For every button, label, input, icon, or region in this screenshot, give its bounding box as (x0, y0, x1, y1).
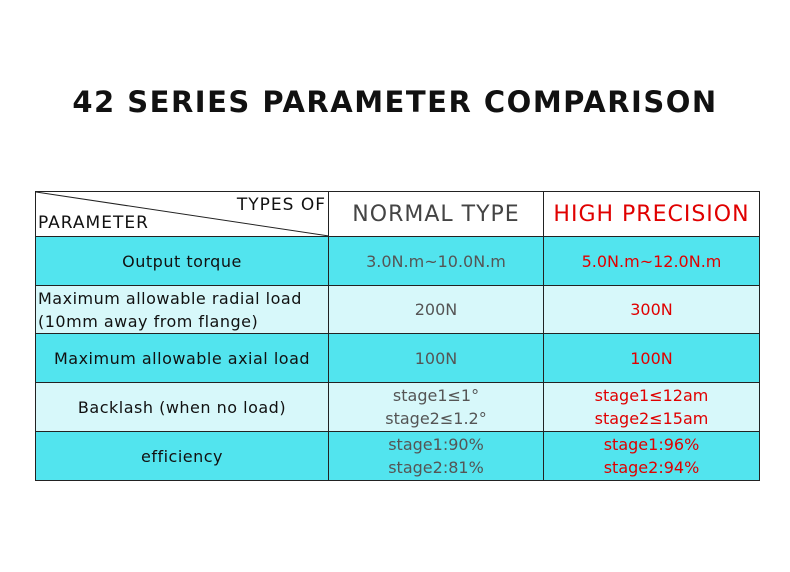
title: 42 SERIES PARAMETER COMPARISON (72, 85, 718, 119)
normal-text: 100N (414, 348, 458, 368)
table-row: Output torque 3.0N.m~10.0N.m 5.0N.m~12.0N.… (35, 236, 760, 286)
high-text: stage1≤12am (594, 386, 709, 405)
table-row: Backlash (when no load) stage1≤1° stage2≤1… (35, 382, 760, 432)
high-cell: 100N (543, 333, 760, 383)
parameter-text: Maximum allowable axial load (53, 348, 311, 368)
normal-cell: 3.0N.m~10.0N.m (328, 236, 544, 286)
parameter-text: efficiency (140, 446, 224, 466)
high-text: 300N (630, 300, 673, 319)
high-text: stage2:94% (603, 458, 700, 477)
parameter-text: Output torque (122, 251, 242, 271)
high-text: 5.0N.m~12.0N.m (581, 251, 722, 271)
table-row: Maximum allowable axial load 100N 100N (35, 333, 760, 383)
normal-cell: stage1≤1° stage2≤1.2° (328, 382, 544, 432)
normal-text: 200N (414, 300, 458, 319)
parameter-text: Maximum allowable radial load (38, 288, 302, 308)
high-cell: stage1≤12am stage2≤15am (543, 382, 760, 432)
normal-text: 3.0N.m~10.0N.m (366, 251, 506, 271)
high-text: stage2≤15am (594, 409, 709, 428)
column-header: NORMAL TYPE (328, 191, 544, 237)
parameter-cell: Maximum allowable axial load (35, 333, 329, 383)
diagonal (36, 192, 329, 236)
parameter-cell: Maximum allowable radial load (10mm away … (35, 285, 329, 334)
table-row: efficiency stage1:90% stage2:81% stage1:96%… (35, 431, 760, 481)
normal-cell: 200N (328, 285, 544, 334)
corner-cell: TYPES OF PARAMETER (35, 191, 329, 237)
corner-top: TYPES OF (236, 195, 326, 215)
high-cell: stage1:96% stage2:94% (543, 431, 760, 481)
high-cell: 300N (543, 285, 760, 334)
normal-text: stage1≤1° (392, 386, 480, 405)
parameter-cell: Backlash (when no load) (35, 382, 329, 432)
normal-cell: 100N (328, 333, 544, 383)
parameter-text: Backlash (when no load) (77, 397, 287, 417)
normal-text: stage1:90% (388, 435, 484, 454)
normal-text: stage2:81% (388, 458, 484, 477)
parameter-cell: Output torque (35, 236, 329, 286)
normal-text: stage2≤1.2° (385, 409, 487, 428)
parameter-cell: efficiency (35, 431, 329, 481)
corner-bottom: PARAMETER (38, 213, 149, 233)
parameter-text: (10mm away from flange) (38, 311, 259, 331)
table-row: Maximum allowable radial load (10mm away … (35, 285, 760, 334)
column-header: HIGH PRECISION (543, 191, 760, 237)
header-row: TYPES OF PARAMETER NORMAL TYPE HIGH PREC… (35, 191, 760, 237)
high-cell: 5.0N.m~12.0N.m (543, 236, 760, 286)
high-text: 100N (630, 348, 673, 368)
normal-cell: stage1:90% stage2:81% (328, 431, 544, 481)
comparison-table: TYPES OF PARAMETER NORMAL TYPE HIGH PREC… (35, 191, 760, 481)
high-text: stage1:96% (603, 435, 700, 454)
